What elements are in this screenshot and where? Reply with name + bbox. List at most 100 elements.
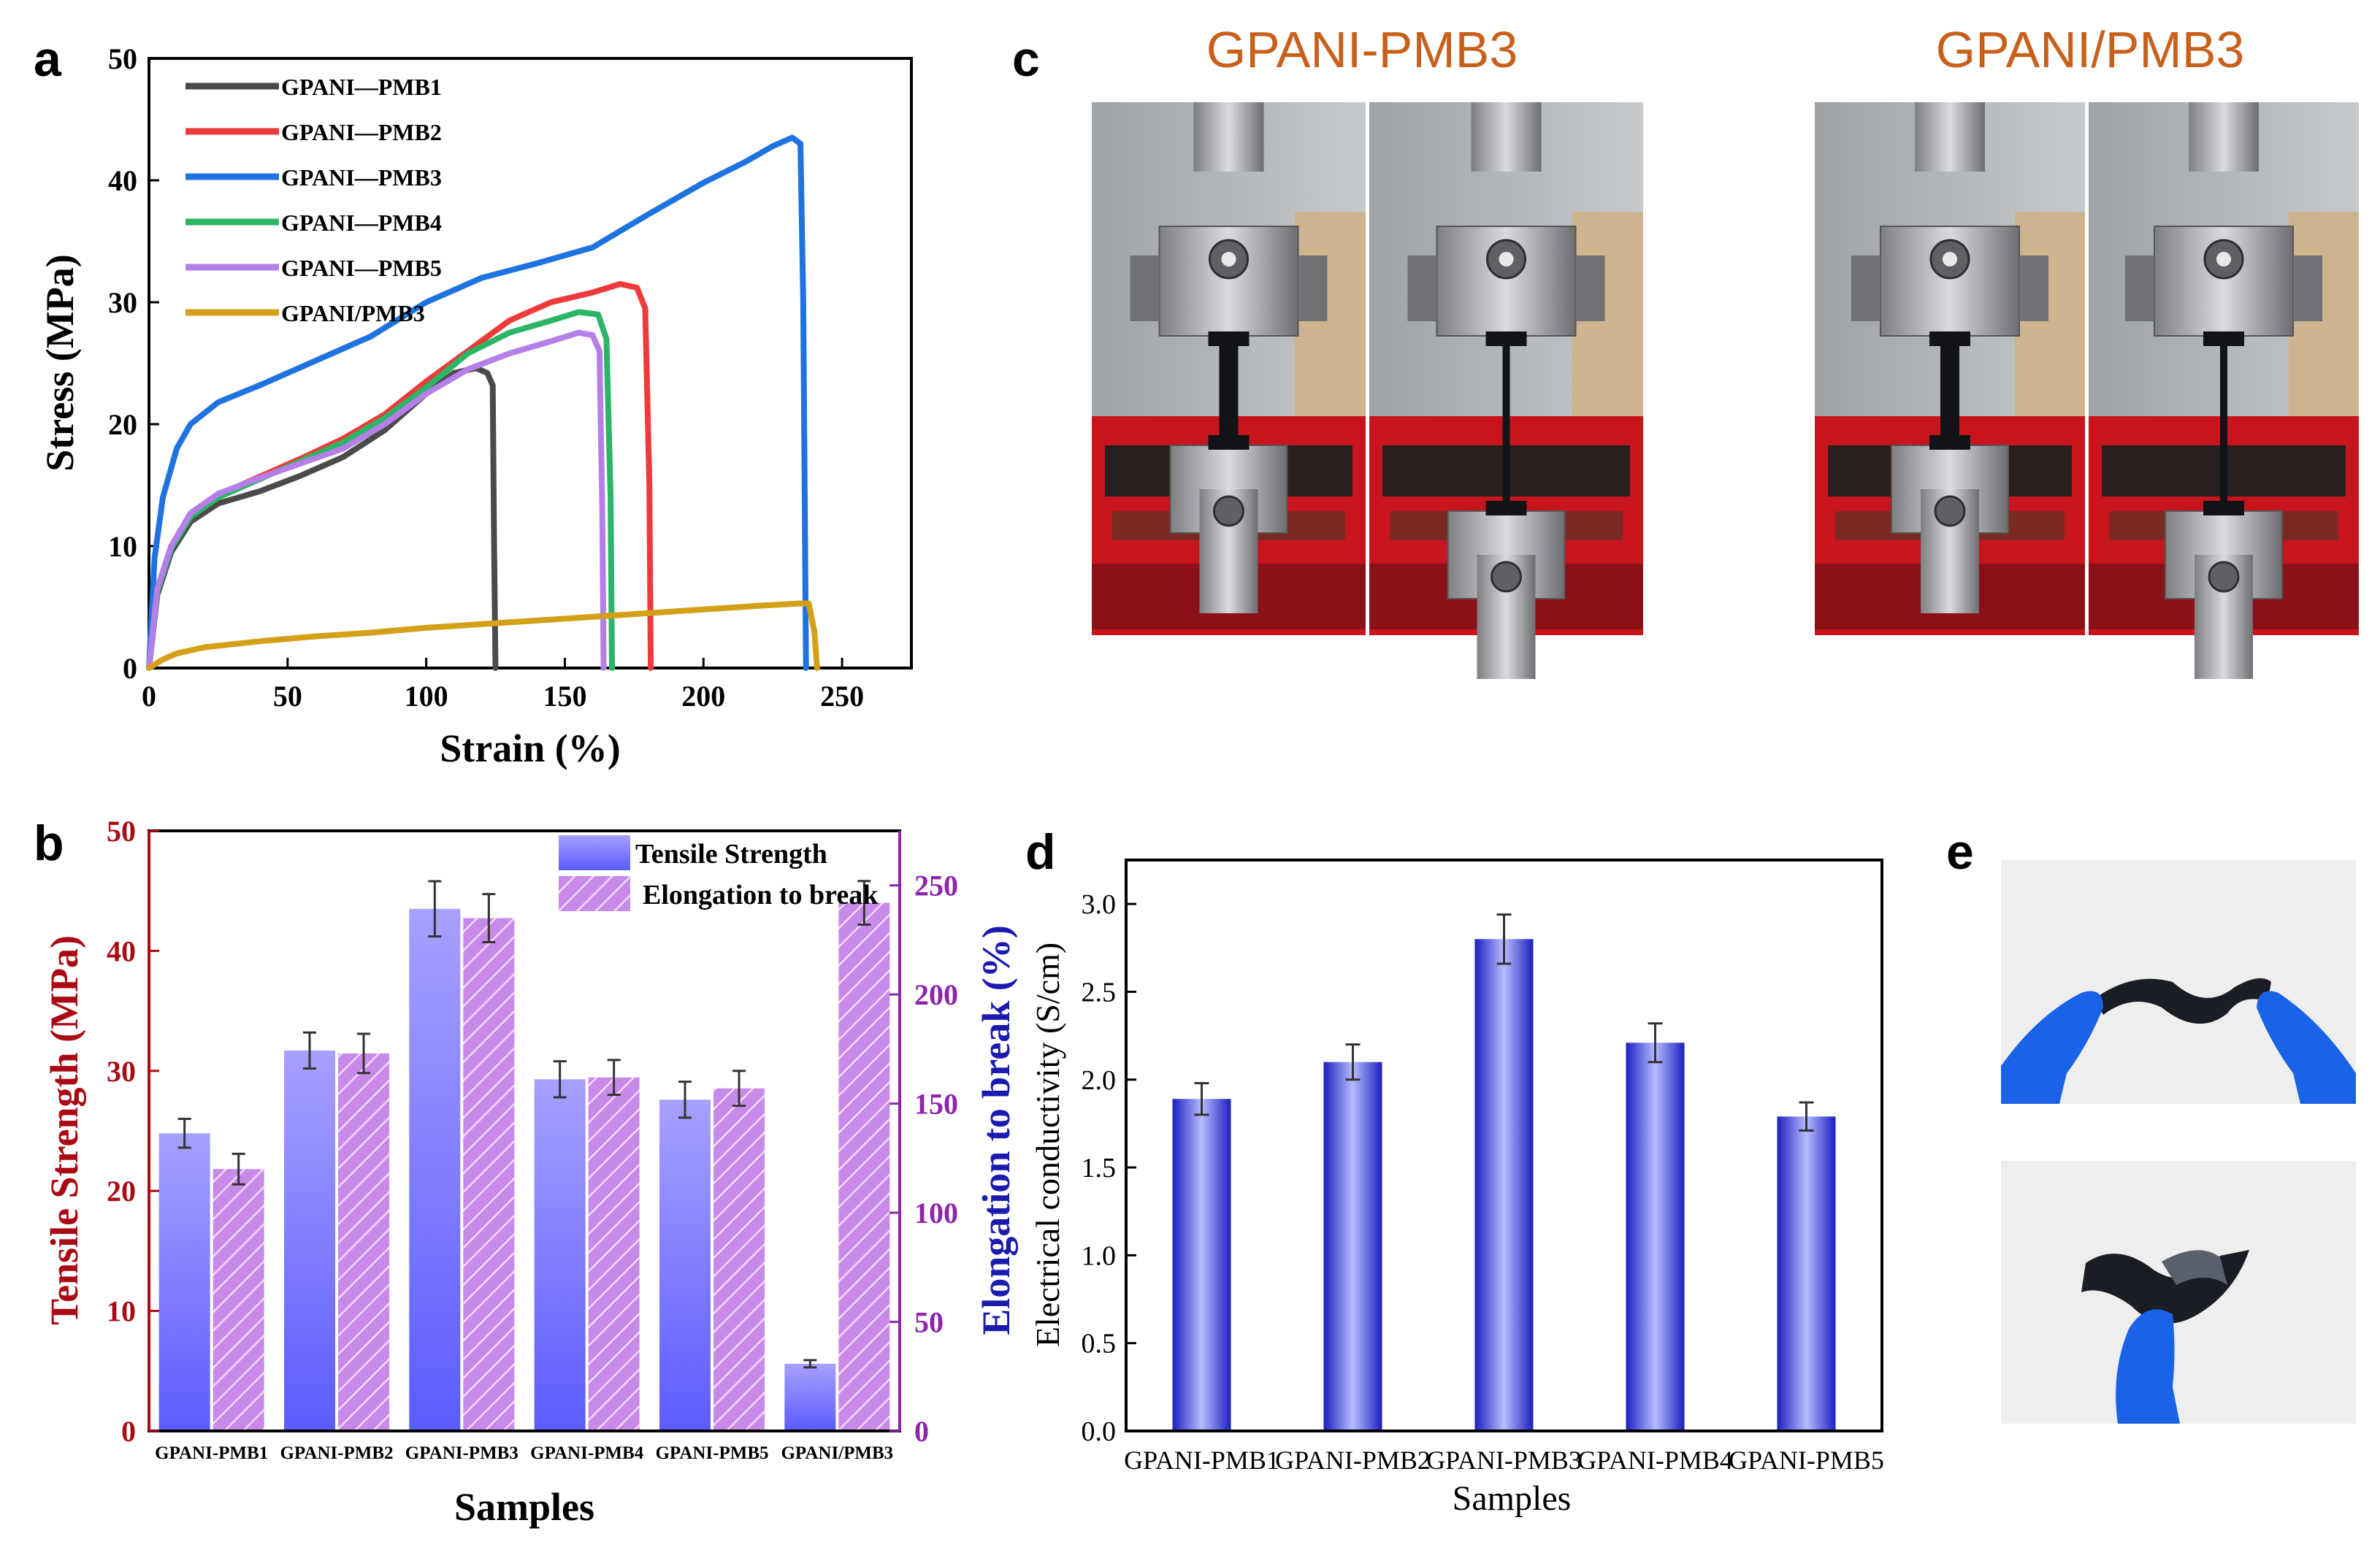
y-tick-label-d: 0.0	[1082, 1416, 1117, 1447]
tensile-photo-4	[2089, 102, 2359, 679]
y-tick-label-d: 1.0	[1082, 1240, 1117, 1271]
y2-tick-label-b: 100	[914, 1197, 958, 1229]
panel-label-d: d	[1025, 824, 1056, 880]
series-line-6	[146, 600, 820, 671]
x-tick-label-b: GPANI-PMB3	[405, 1443, 519, 1463]
y-tick-label-d: 2.5	[1082, 977, 1117, 1008]
bar-tensile-strength	[534, 1079, 586, 1431]
y-axis-label-d: Electrical conductivity (S/cm)	[1029, 943, 1066, 1347]
bar-elongation	[588, 1077, 640, 1431]
x-axis-label-b: Samples	[454, 1485, 594, 1529]
legend-swatch-elongation	[559, 876, 630, 911]
legend-label-1: GPANI—PMB1	[281, 74, 442, 100]
x-tick-label-a: 50	[273, 680, 302, 713]
x-tick-label-d: GPANI-PMB3	[1426, 1446, 1582, 1475]
bar-conductivity	[1323, 1062, 1382, 1431]
photo-title-right: GPANI/PMB3	[1936, 21, 2245, 78]
x-tick-label-b: GPANI-PMB4	[530, 1443, 644, 1463]
y-tick-label-a: 50	[108, 42, 137, 75]
legend-label-4: GPANI—PMB4	[281, 210, 442, 236]
legend-b: Tensile Strength Elongation to break	[559, 835, 879, 911]
y-tick-label-d: 3.0	[1082, 889, 1117, 920]
bar-conductivity	[1626, 1043, 1685, 1431]
legend-label-tensile: Tensile Strength	[635, 839, 827, 870]
plot-frame-d	[1125, 859, 1883, 1432]
x-tick-label-a: 150	[543, 680, 586, 713]
x-tick-label-a: 250	[820, 680, 864, 713]
panel-c-tensile-test-photos: c GPANI-PMB3 GPANI/PMB3	[1012, 21, 2359, 679]
y-tick-label-d: 2.0	[1082, 1065, 1117, 1096]
panel-a-stress-strain-chart: a 0 50 100 150 200 250 0 10 20 30 40 50 GPANI—PMB1 G…	[34, 31, 913, 770]
panel-label-a: a	[34, 31, 62, 87]
panel-label-b: b	[34, 816, 64, 871]
tensile-photo-1	[1092, 102, 1366, 635]
bar-elongation	[463, 918, 515, 1431]
y2-axis-label-b: Elongation to break (%)	[974, 925, 1018, 1335]
series-line-2	[146, 281, 654, 671]
x-tick-label-a: 200	[681, 680, 725, 713]
y-tick-label-d: 0.5	[1082, 1329, 1117, 1359]
y-tick-label-a: 30	[108, 286, 137, 319]
y-tick-label-a: 10	[108, 530, 137, 563]
y-tick-label-b: 20	[107, 1175, 136, 1208]
x-tick-label-d: GPANI-PMB1	[1124, 1446, 1279, 1475]
photo-e-twisted-film	[2001, 1161, 2356, 1424]
y-tick-label-a: 40	[108, 164, 137, 197]
plot-frame-a	[148, 57, 913, 669]
x-tick-label-d: GPANI-PMB5	[1729, 1446, 1884, 1475]
bar-conductivity	[1474, 939, 1534, 1431]
x-tick-label-b: GPANI-PMB2	[280, 1443, 393, 1463]
y2-tick-label-b: 0	[914, 1415, 929, 1448]
x-tick-label-a: 0	[142, 680, 156, 713]
legend-label-6: GPANI/PMB3	[281, 300, 425, 326]
legend-swatch-tensile	[559, 835, 630, 870]
x-tick-label-b: GPANI/PMB3	[781, 1443, 893, 1463]
bar-tensile-strength	[784, 1363, 836, 1431]
panel-label-e: e	[1946, 824, 1974, 880]
y-tick-label-b: 40	[107, 935, 136, 967]
bar-elongation	[213, 1169, 264, 1431]
legend-label-2: GPANI—PMB2	[281, 119, 442, 145]
tensile-photo-2	[1369, 102, 1643, 679]
tensile-photo-3	[1815, 102, 2085, 635]
x-tick-label-d: GPANI-PMB2	[1275, 1446, 1431, 1475]
y-tick-label-b: 50	[107, 815, 136, 848]
y-tick-label-d: 1.5	[1082, 1153, 1117, 1183]
x-axis-label-d: Samples	[1453, 1479, 1572, 1518]
x-tick-label-b: GPANI-PMB1	[155, 1443, 268, 1463]
bar-tensile-strength	[659, 1100, 711, 1431]
legend-label-elongation: Elongation to break	[643, 880, 879, 910]
bar-tensile-strength	[409, 908, 461, 1431]
panel-e-flexibility-photos: e	[1946, 824, 2356, 1424]
bar-conductivity	[1777, 1116, 1836, 1431]
y-tick-label-a: 0	[123, 652, 137, 685]
photo-title-left: GPANI-PMB3	[1206, 21, 1518, 78]
y-axis-label-a: Stress (MPa)	[38, 254, 82, 471]
bar-elongation	[338, 1053, 389, 1431]
series-line-3	[146, 134, 809, 671]
x-tick-label-a: 100	[405, 680, 448, 713]
series-line-4	[146, 309, 615, 671]
bar-conductivity	[1172, 1099, 1231, 1431]
y-tick-label-b: 10	[107, 1295, 136, 1328]
bar-elongation	[713, 1088, 765, 1431]
panel-b-bar-chart: b GPANI-PMB1 GPANI-PMB2 GPANI-PMB3 GPANI-PM…	[34, 815, 1018, 1529]
x-tick-label-b: GPANI-PMB5	[655, 1443, 768, 1463]
legend-label-3: GPANI—PMB3	[281, 164, 442, 191]
y-tick-label-a: 20	[108, 408, 137, 441]
bar-tensile-strength	[158, 1133, 210, 1431]
series-line-5	[146, 329, 607, 671]
y2-tick-label-b: 200	[914, 978, 958, 1011]
y2-tick-label-b: 150	[914, 1088, 958, 1121]
x-axis-label-a: Strain (%)	[440, 726, 620, 770]
y-axis-label-b: Tensile Strength (MPa)	[42, 935, 86, 1325]
legend-label-5: GPANI—PMB5	[281, 255, 442, 281]
y2-tick-label-b: 250	[914, 870, 958, 902]
y-tick-label-b: 30	[107, 1055, 136, 1088]
y2-tick-label-b: 50	[914, 1306, 944, 1339]
panel-label-c: c	[1012, 31, 1040, 87]
bar-elongation	[838, 902, 890, 1431]
y-tick-label-b: 0	[121, 1415, 136, 1448]
